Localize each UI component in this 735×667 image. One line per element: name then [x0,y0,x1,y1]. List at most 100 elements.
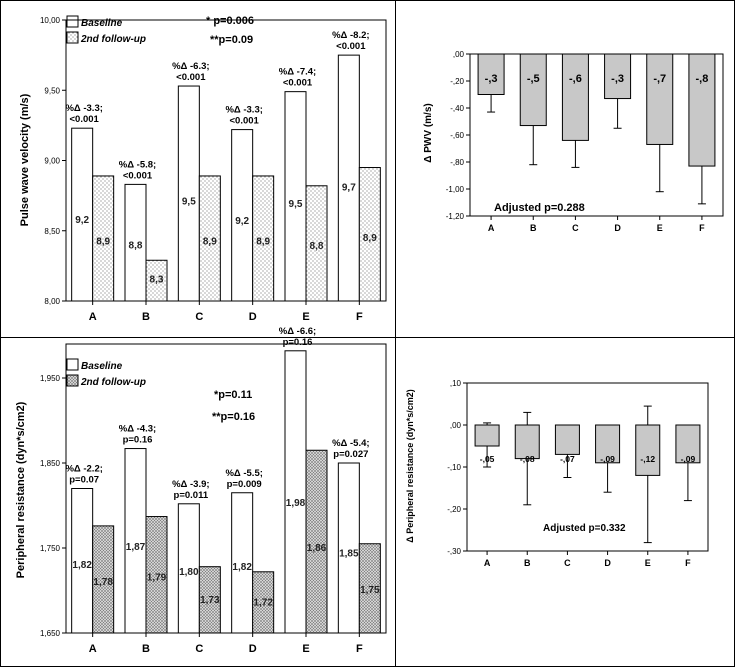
dpwv-xtick-label: B [530,223,537,233]
dpwv-bar [519,53,547,127]
dpwv-ytick-label: -1,20 [446,212,465,221]
dpwv-ytick-label: -,20 [450,77,464,86]
dpr-ytick-label: ,10 [450,379,462,388]
pwv-legend-followup-label: 2nd follow-up [80,34,146,45]
pr-bar-value-label: 1,82 [72,560,92,571]
dpwv-bar [477,53,505,95]
pr-legend-baseline-label: Baseline [81,361,123,372]
pr-ytick-label: 1,850 [40,459,61,468]
pwv-bar-followup [198,175,221,302]
pr-annotation-p: p=0.16 [123,435,153,446]
dpwv-bar-value-label: -,6 [569,73,582,85]
dpr-bar-value-label: -,09 [600,454,615,464]
pwv-annotation-p: <0.001 [283,78,313,89]
pwv-bar-followup [252,175,275,302]
dpwv-ytick-label: -,60 [450,131,464,140]
dpr-bar [635,424,661,476]
pr-bar-followup [92,525,115,634]
dpr-bar-value-label: -,08 [520,454,535,464]
dpwv-ytick-label: -,40 [450,104,464,113]
dpr-xtick-label: B [524,558,531,568]
pwv-bar-value-label: 9,2 [235,216,249,227]
dpr-xtick-label: D [604,558,611,568]
pr-bar-followup [252,571,275,634]
pwv-bar-value-label: 9,2 [75,215,89,226]
pr-ytick-label: 1,650 [40,629,61,638]
pwv-annotation-change: %Δ -5.8; [119,159,156,170]
pwv-bar-followup [145,259,168,302]
dpwv-ytick-label: -1,00 [446,185,465,194]
pr-legend-followup-swatch [66,374,79,387]
pr-legend-baseline-swatch [66,358,79,371]
pr-xtick-label: F [356,643,363,655]
dpr-ytick-label: -,20 [447,505,461,514]
pwv-bar-followup [358,167,381,302]
pr-bar-value-label: 1,73 [200,595,220,606]
pwv-bar-baseline [124,183,147,302]
pwv-bar-baseline [337,54,360,302]
pr-bar-followup [305,449,328,634]
pwv-annotation-p: <0.001 [230,116,260,127]
pr-bar-followup [145,516,168,634]
pr-legend-followup-label: 2nd follow-up [80,377,146,388]
pwv-legend-baseline-swatch [66,15,79,28]
pwv-bar-followup [92,175,115,302]
pwv-bar-baseline [177,85,200,302]
pwv-bar-value-label: 9,5 [289,199,303,210]
dpr-adjusted-note: Adjusted p=0.332 [543,523,626,534]
pwv-bar-value-label: 8,9 [203,237,217,248]
dpr-ytick-label: -,30 [447,547,461,556]
dpr-bar [474,424,500,447]
pr-bar-baseline [231,492,254,634]
dpwv-xtick-label: C [572,223,579,233]
pr-annotation-change: %Δ -3.9; [172,479,209,490]
pwv-bar-value-label: 8,8 [310,241,324,252]
pr-note-2: **p=0.16 [212,411,255,423]
pwv-xtick-label: B [142,311,150,323]
pr-bar-value-label: 1,82 [232,562,252,573]
pwv-ytick-label: 9,50 [44,86,60,95]
pr-annotation-change: %Δ -5.5; [225,468,262,479]
pr-bar-followup [358,543,381,634]
dpr-bar-value-label: -,09 [681,454,696,464]
dpwv-bar-value-label: -,3 [485,73,498,85]
pr-bar-value-label: 1,72 [253,597,273,608]
dpr-ytick-label: ,00 [450,421,462,430]
dpr-ylabel: Δ Peripheral resistance (dyn*s/cm2) [405,389,415,543]
pwv-ytick-label: 8,50 [44,227,60,236]
pr-annotation-change: %Δ -2.2; [65,464,102,475]
pwv-legend-baseline-label: Baseline [81,18,123,29]
dpwv-xtick-label: D [614,223,621,233]
dpwv-xtick-label: E [657,223,663,233]
pwv-annotation-change: %Δ -6.3; [172,61,209,72]
pr-xtick-label: E [302,643,309,655]
dpwv-ytick-label: -,80 [450,158,464,167]
pwv-bar-value-label: 8,3 [150,275,164,286]
pwv-bar-value-label: 9,7 [342,182,356,193]
pr-annotation-p: p=0.009 [227,479,262,490]
dpwv-bar [688,53,716,167]
pr-annotation-p: p=0.16 [283,337,313,348]
dpr-xtick-label: C [564,558,571,568]
panel-delta-peripheral-resistance [395,337,735,667]
pwv-xtick-label: F [356,311,363,323]
pr-note-1: *p=0.11 [214,389,252,401]
dpwv-ylabel: Δ PWV (m/s) [423,103,434,162]
pwv-bar-followup [305,185,328,302]
pr-bar-value-label: 1,85 [339,549,359,560]
pr-bar-value-label: 1,87 [126,542,146,553]
dpr-bar [595,424,621,464]
pr-annotation-change: %Δ -4.3; [119,424,156,435]
pr-bar-value-label: 1,86 [307,543,327,554]
dpwv-plot-frame [469,53,724,217]
pwv-annotation-change: %Δ -7.4; [279,67,316,78]
pr-bar-followup [198,566,221,634]
pr-annotation-p: p=0.027 [333,449,368,460]
pr-ytick-label: 1,950 [40,374,61,383]
pwv-annotation-change: %Δ -8.2; [332,30,369,41]
dpwv-bar [561,53,589,141]
dpwv-xtick-label: A [488,223,495,233]
dpr-xtick-label: F [685,558,691,568]
